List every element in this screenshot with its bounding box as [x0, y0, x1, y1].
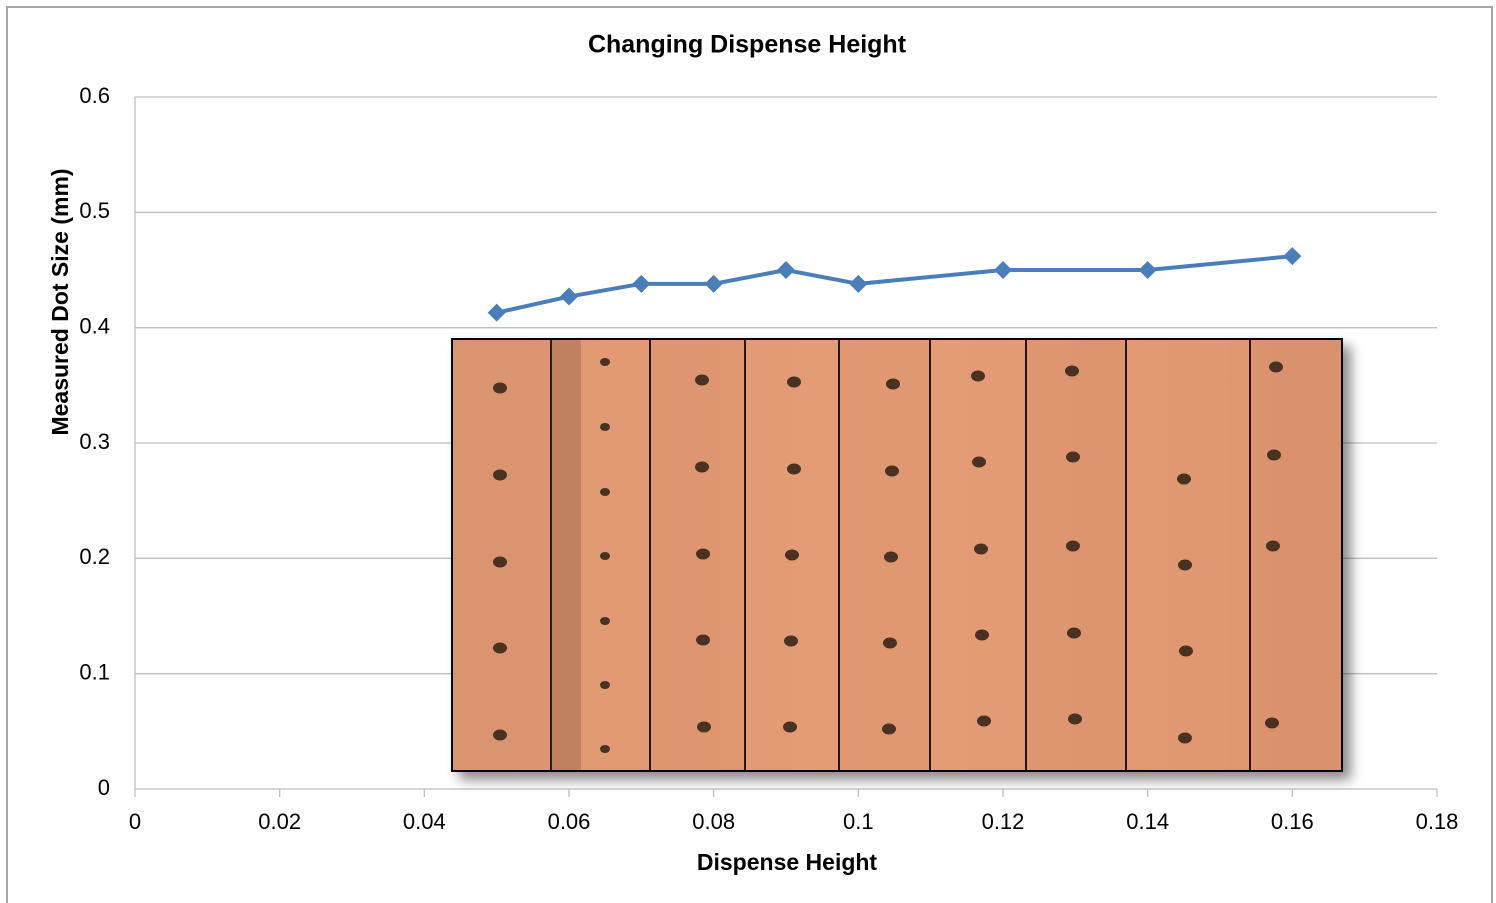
- dot: [787, 376, 801, 388]
- dot: [600, 745, 610, 753]
- x-axis-label: Dispense Height: [697, 849, 878, 875]
- dot: [784, 635, 798, 647]
- data-point: [1283, 247, 1302, 266]
- dot: [882, 723, 896, 735]
- dot: [883, 637, 897, 649]
- dot: [974, 543, 988, 555]
- dot: [493, 729, 507, 741]
- dot: [1066, 540, 1080, 552]
- dot: [1065, 365, 1079, 377]
- y-tick-label: 0.1: [79, 659, 110, 684]
- dot: [1178, 732, 1192, 744]
- chart-title: Changing Dispense Height: [588, 31, 907, 59]
- x-tick-label: 0: [129, 809, 141, 834]
- dot: [697, 721, 711, 733]
- data-point: [777, 261, 795, 279]
- data-point: [487, 303, 506, 322]
- strip: [929, 338, 1027, 772]
- dot: [493, 642, 507, 654]
- data-point: [632, 274, 651, 293]
- dot: [783, 721, 797, 733]
- data-point: [994, 261, 1012, 279]
- data-point: [704, 274, 723, 293]
- data-point: [560, 287, 578, 306]
- strip: [1249, 338, 1343, 772]
- x-tick-label: 0.14: [1126, 809, 1169, 834]
- x-tick-label: 0.04: [403, 809, 446, 834]
- dot: [493, 469, 507, 481]
- dot: [695, 461, 709, 473]
- dot: [600, 617, 610, 625]
- dot: [493, 382, 507, 394]
- y-tick-label: 0.6: [79, 83, 110, 108]
- x-tick-label: 0.02: [258, 809, 301, 834]
- strip: [1025, 338, 1127, 772]
- dot: [1068, 713, 1082, 725]
- dot: [971, 370, 985, 382]
- dot: [600, 358, 610, 366]
- x-tick-label: 0.08: [692, 809, 735, 834]
- dot: [886, 378, 900, 390]
- dot: [493, 556, 507, 568]
- sample-photo: [451, 338, 1343, 772]
- dot: [1066, 451, 1080, 463]
- data-point: [1138, 261, 1157, 279]
- y-tick-label: 0.3: [79, 429, 110, 454]
- dot: [1178, 559, 1192, 571]
- y-tick-label: 0.4: [79, 313, 110, 338]
- dot: [975, 629, 989, 641]
- dot: [1067, 627, 1081, 639]
- dot: [1269, 361, 1283, 373]
- y-axis-label: Measured Dot Size (mm): [47, 168, 73, 435]
- strip: [1125, 338, 1251, 772]
- dot: [600, 681, 610, 689]
- dot: [1267, 449, 1281, 461]
- x-tick-label: 0.16: [1271, 809, 1314, 834]
- dot: [785, 549, 799, 561]
- data-point: [849, 274, 868, 293]
- strip-shade: [551, 340, 581, 770]
- y-tick-label: 0: [98, 775, 110, 800]
- dot: [1266, 540, 1280, 552]
- dot: [600, 552, 610, 560]
- dot: [600, 423, 610, 431]
- y-tick-label: 0.2: [79, 544, 110, 569]
- x-tick-label: 0.06: [548, 809, 591, 834]
- dot: [1179, 645, 1193, 657]
- dot: [600, 488, 610, 496]
- x-tick-label: 0.1: [843, 809, 874, 834]
- dot: [977, 715, 991, 727]
- dot: [1177, 473, 1191, 485]
- y-tick-label: 0.5: [79, 198, 110, 223]
- plot: [487, 247, 1302, 322]
- dot: [885, 465, 899, 477]
- strip: [451, 338, 552, 772]
- x-tick-label: 0.12: [982, 809, 1025, 834]
- x-tick-label: 0.18: [1416, 809, 1459, 834]
- dot: [696, 548, 710, 560]
- dot: [884, 551, 898, 563]
- dot: [787, 463, 801, 475]
- dot: [695, 374, 709, 386]
- dot: [1265, 717, 1279, 729]
- dot: [972, 456, 986, 468]
- dot: [696, 634, 710, 646]
